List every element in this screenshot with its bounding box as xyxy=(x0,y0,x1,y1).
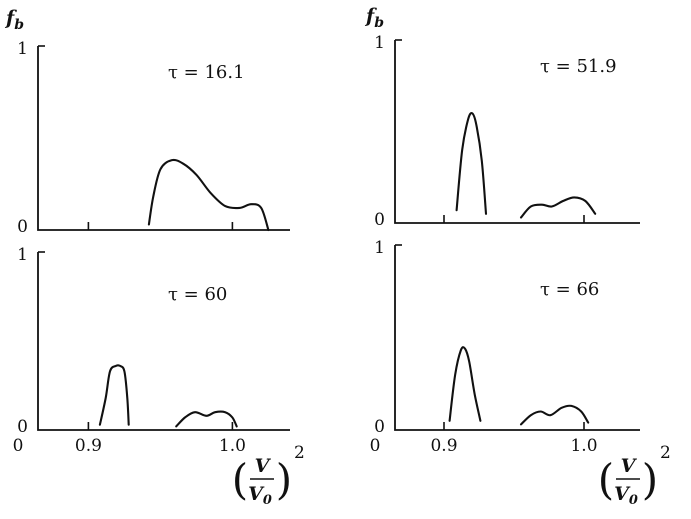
panel-bottom-right: 1 0 0.9 1.0 0 τ = 66 xyxy=(370,238,640,456)
curve-segment-2 xyxy=(519,404,590,426)
x-label-exponent: 2 xyxy=(294,443,305,463)
x-label-denominator-symbol: V xyxy=(248,483,265,505)
tau-annotation: τ = 66 xyxy=(540,279,599,300)
x-label-denominator-symbol: V xyxy=(614,483,631,505)
y-axis-label-subscript: b xyxy=(14,17,24,33)
panel-top-left: 1 0 τ = 16.1 xyxy=(17,39,290,237)
tau-annotation: τ = 16.1 xyxy=(168,62,245,83)
x-label-paren-left: ( xyxy=(232,455,248,504)
y-axis-label-1: fb xyxy=(4,7,24,33)
curve-segment-2 xyxy=(175,410,238,428)
x-origin-label: 0 xyxy=(370,436,381,456)
curve-segment-1 xyxy=(455,112,488,215)
y-axis-label-symbol: f xyxy=(4,7,17,29)
x-label-paren-right: ) xyxy=(642,455,658,504)
x-label-denominator: V0 xyxy=(614,483,638,508)
y-tick-label-0: 0 xyxy=(17,217,28,237)
y-tick-label-0: 0 xyxy=(374,210,385,230)
panel-top-right: 1 0 τ = 51.9 xyxy=(374,33,640,230)
axes-top-left xyxy=(37,46,290,231)
x-tick-label-1: 1.0 xyxy=(570,436,597,456)
x-label-paren-left: ( xyxy=(598,455,614,504)
panel-bottom-left: 1 0 0.9 1.0 0 τ = 60 xyxy=(13,245,290,456)
y-tick-label-1: 1 xyxy=(17,245,28,265)
y-tick-label-1: 1 xyxy=(17,39,28,59)
x-tick-label-0.9: 0.9 xyxy=(75,436,102,456)
y-tick-label-0: 0 xyxy=(374,417,385,437)
x-label-numerator: V xyxy=(255,455,272,477)
y-axis-label-symbol: f xyxy=(364,5,377,27)
x-tick-label-0.9: 0.9 xyxy=(430,436,457,456)
axes-bottom-right xyxy=(394,245,640,431)
y-tick-label-1: 1 xyxy=(374,33,385,53)
curve-segment-1 xyxy=(448,346,482,422)
curve-segment-1 xyxy=(147,158,270,232)
x-label-denominator: V0 xyxy=(248,483,272,508)
axes-top-right xyxy=(394,40,640,224)
x-label-exponent: 2 xyxy=(660,443,671,463)
tau-annotation: τ = 51.9 xyxy=(540,56,617,77)
x-label-paren-right: ) xyxy=(276,455,292,504)
curve-segment-2 xyxy=(519,196,597,219)
tau-annotation: τ = 60 xyxy=(168,284,227,305)
y-tick-label-0: 0 xyxy=(17,417,28,437)
axes-bottom-left xyxy=(37,252,290,431)
x-origin-label: 0 xyxy=(13,436,24,456)
y-axis-label-subscript: b xyxy=(374,15,384,31)
x-label-numerator: V xyxy=(621,455,638,477)
y-axis-label-2: fb xyxy=(364,5,384,31)
y-tick-label-1: 1 xyxy=(374,238,385,258)
curve-segment-1 xyxy=(98,364,130,426)
x-label-denominator-subscript: 0 xyxy=(263,493,272,508)
x-label-denominator-subscript: 0 xyxy=(629,493,638,508)
x-tick-label-1: 1.0 xyxy=(219,436,246,456)
